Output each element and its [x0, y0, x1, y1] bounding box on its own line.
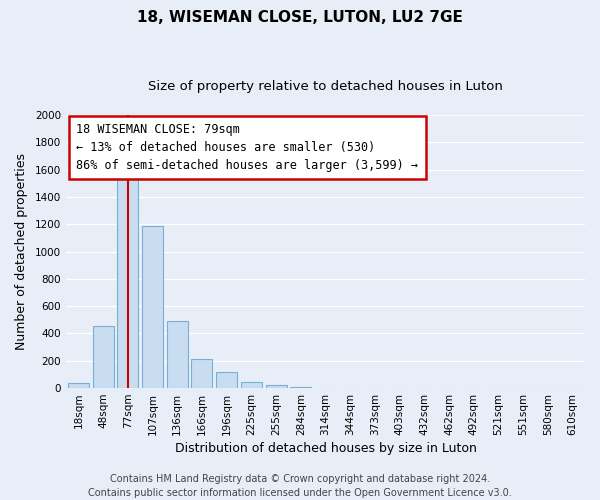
Bar [241, 382, 262, 388]
Bar [216, 372, 237, 388]
Bar [118, 170, 139, 388]
Text: 18 WISEMAN CLOSE: 79sqm
← 13% of detached houses are smaller (530)
86% of semi-d: 18 WISEMAN CLOSE: 79sqm ← 13% of detache… [76, 123, 418, 172]
X-axis label: Distribution of detached houses by size in Luton: Distribution of detached houses by size … [175, 442, 476, 455]
Y-axis label: Number of detached properties: Number of detached properties [15, 153, 28, 350]
Bar [92, 326, 113, 388]
Bar [68, 384, 89, 388]
Bar [266, 386, 287, 388]
Text: 18, WISEMAN CLOSE, LUTON, LU2 7GE: 18, WISEMAN CLOSE, LUTON, LU2 7GE [137, 10, 463, 25]
Bar [290, 386, 311, 388]
Bar [191, 360, 212, 388]
Text: Contains HM Land Registry data © Crown copyright and database right 2024.
Contai: Contains HM Land Registry data © Crown c… [88, 474, 512, 498]
Bar [167, 321, 188, 388]
Bar [142, 226, 163, 388]
Title: Size of property relative to detached houses in Luton: Size of property relative to detached ho… [148, 80, 503, 93]
